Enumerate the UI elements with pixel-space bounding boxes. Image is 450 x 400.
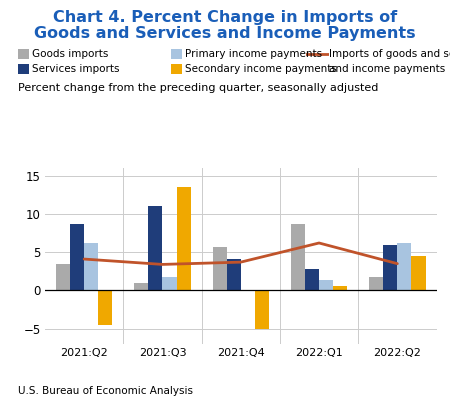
Bar	[70, 224, 84, 290]
Bar	[369, 277, 383, 290]
Text: Goods imports: Goods imports	[32, 49, 109, 59]
Text: Secondary income payments: Secondary income payments	[185, 64, 338, 74]
Bar	[291, 224, 305, 290]
Bar	[319, 280, 333, 290]
Bar	[134, 283, 148, 290]
Bar	[212, 247, 227, 290]
Bar	[333, 286, 347, 290]
Bar	[176, 187, 191, 290]
Bar	[255, 290, 269, 329]
Text: Goods and Services and Income Payments: Goods and Services and Income Payments	[34, 26, 416, 41]
Bar	[162, 277, 176, 290]
Bar	[305, 269, 319, 290]
Text: and income payments: and income payments	[329, 64, 446, 74]
Bar	[383, 244, 397, 290]
Text: Primary income payments: Primary income payments	[185, 49, 323, 59]
Bar	[98, 290, 112, 325]
Bar	[56, 264, 70, 290]
Text: Chart 4. Percent Change in Imports of: Chart 4. Percent Change in Imports of	[53, 10, 397, 25]
Bar	[148, 206, 162, 290]
Bar	[227, 259, 241, 290]
Text: Imports of goods and services: Imports of goods and services	[329, 49, 450, 59]
Bar	[84, 243, 98, 290]
Text: U.S. Bureau of Economic Analysis: U.S. Bureau of Economic Analysis	[18, 386, 193, 396]
Bar	[411, 256, 426, 290]
Text: Percent change from the preceding quarter, seasonally adjusted: Percent change from the preceding quarte…	[18, 83, 378, 93]
Bar	[397, 243, 411, 290]
Text: Services imports: Services imports	[32, 64, 120, 74]
